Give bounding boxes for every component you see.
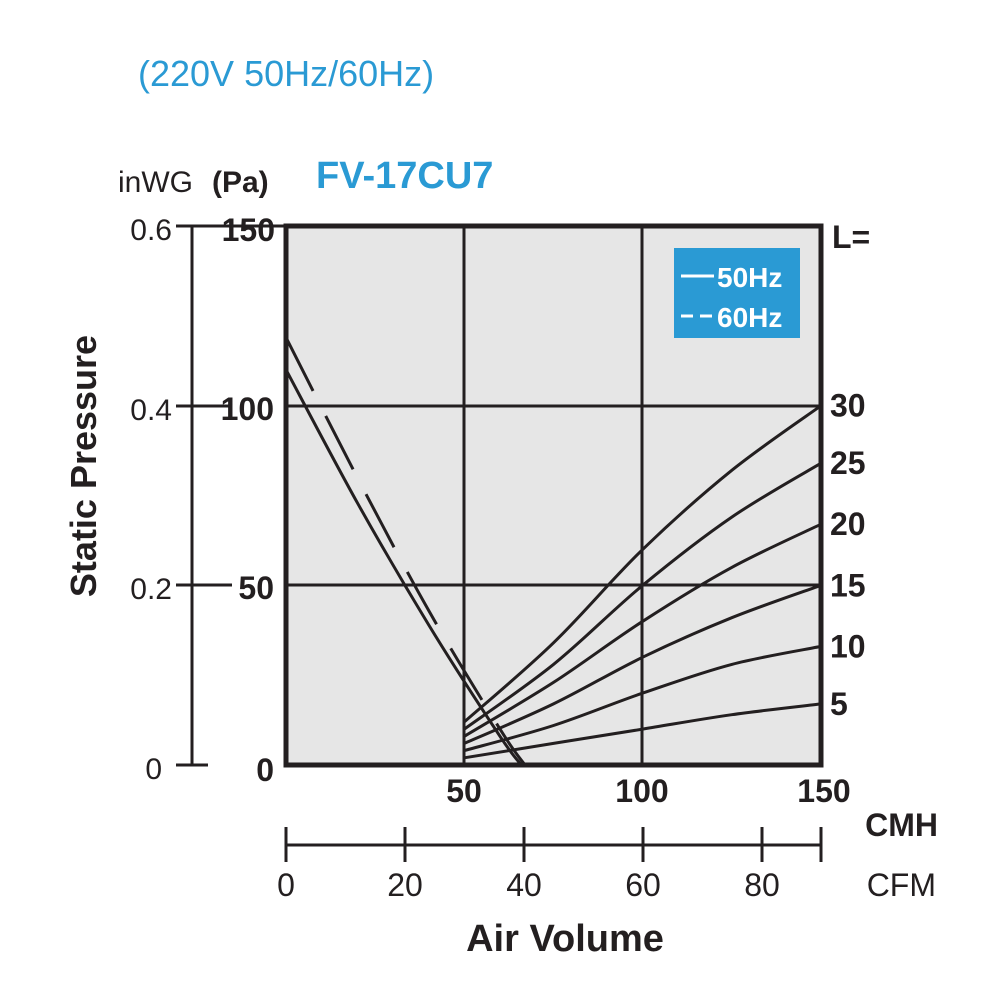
legend-50hz-label: 50Hz xyxy=(717,262,782,293)
system-curve-label-10: 10 xyxy=(830,628,866,664)
y-axis-title: Static Pressure xyxy=(63,335,104,597)
y-unit-pa: (Pa) xyxy=(212,166,269,199)
system-curves xyxy=(463,404,822,760)
system-curve-l30 xyxy=(463,404,822,724)
system-curve-l5 xyxy=(464,702,822,760)
y-unit-inwg: inWG xyxy=(118,166,193,199)
x-label-cmh-100: 100 xyxy=(615,773,668,809)
x-unit-cfm: CFM xyxy=(867,867,936,903)
system-curve-label-5: 5 xyxy=(830,686,848,722)
fan-curves xyxy=(284,336,527,766)
fan-curve-50hz xyxy=(284,368,523,766)
x-axis-title: Air Volume xyxy=(466,918,664,960)
y-label-pa-150: 150 xyxy=(222,212,275,248)
x-label-cfm-0: 0 xyxy=(277,867,295,903)
system-curve-l10 xyxy=(463,644,822,753)
x-label-cfm-40: 40 xyxy=(506,867,542,903)
model-name: FV-17CU7 xyxy=(316,155,493,197)
legend: 50Hz 60Hz xyxy=(674,248,800,338)
x-unit-cmh: CMH xyxy=(865,807,938,843)
y-tick-labels-inwg: 0.6 0.4 0.2 0 xyxy=(130,214,172,786)
y-label-inwg-0.6: 0.6 xyxy=(130,214,172,247)
plot-frame xyxy=(283,223,824,768)
y-label-inwg-0.4: 0.4 xyxy=(130,394,172,427)
y-axis-inwg xyxy=(176,224,286,767)
y-label-inwg-0: 0 xyxy=(145,753,162,786)
y-label-pa-0: 0 xyxy=(256,752,274,788)
x-label-cfm-60: 60 xyxy=(625,867,661,903)
system-curve-l25 xyxy=(463,461,822,731)
x-label-cmh-150: 150 xyxy=(797,773,850,809)
x-tick-labels-cmh: 50 100 150 xyxy=(446,773,850,809)
y-label-pa-50: 50 xyxy=(238,570,274,606)
grid xyxy=(286,226,821,765)
system-curve-l20 xyxy=(463,522,822,738)
system-curve-label-25: 25 xyxy=(830,445,866,481)
fan-curve-60hz xyxy=(284,336,527,766)
system-curve-label-20: 20 xyxy=(830,506,866,542)
system-curve-l15 xyxy=(463,583,822,745)
y-tick-labels-pa: 150 100 50 0 xyxy=(221,212,275,788)
x-label-cfm-80: 80 xyxy=(744,867,780,903)
system-curve-label-15: 15 xyxy=(830,567,866,603)
x-axis-cfm xyxy=(284,827,823,862)
legend-60hz-label: 60Hz xyxy=(717,302,782,333)
y-label-inwg-0.2: 0.2 xyxy=(130,573,172,606)
subtitle: (220V 50Hz/60Hz) xyxy=(138,53,434,94)
x-label-cfm-20: 20 xyxy=(387,867,423,903)
y-label-pa-100: 100 xyxy=(221,391,274,427)
l-header: L= xyxy=(832,219,870,255)
legend-box xyxy=(674,248,800,338)
system-curve-labels: 30 25 20 15 10 5 xyxy=(830,388,866,722)
x-label-cmh-50: 50 xyxy=(446,773,482,809)
x-tick-labels-cfm: 0 20 40 60 80 xyxy=(277,867,780,903)
system-curve-label-30: 30 xyxy=(830,388,866,424)
